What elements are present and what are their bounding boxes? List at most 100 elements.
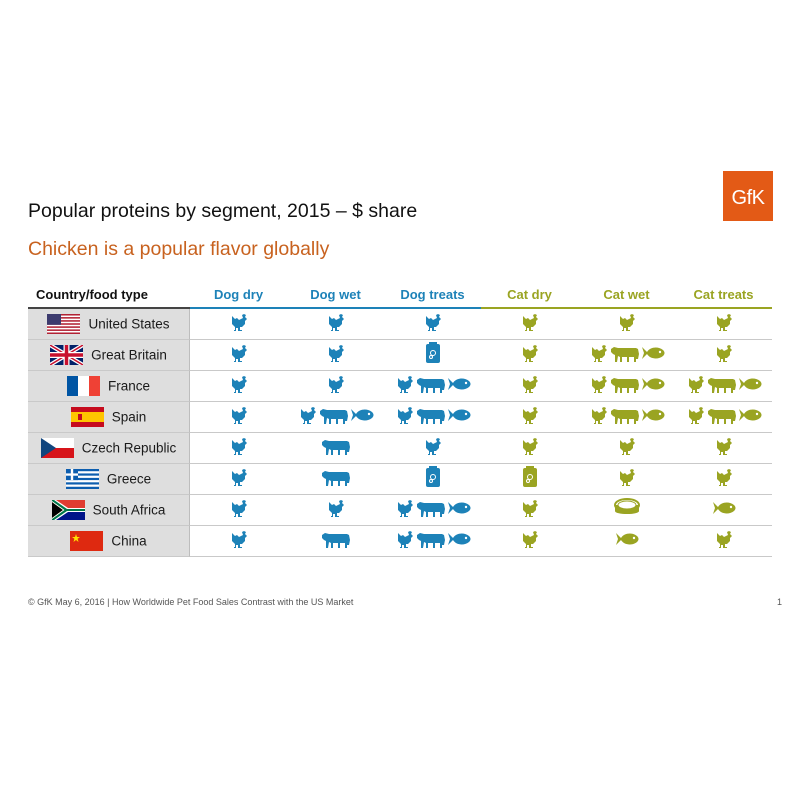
- protein-cell: [578, 495, 675, 526]
- es-flag: [70, 407, 104, 427]
- protein-cell: [481, 526, 578, 557]
- fish-icon: [641, 406, 665, 429]
- chicken-icon: [617, 312, 637, 337]
- chicken-icon: [589, 374, 609, 399]
- chicken-icon: [686, 405, 706, 430]
- chicken-icon: [229, 405, 249, 430]
- protein-cell: [578, 433, 675, 464]
- country-cell: France: [28, 371, 190, 402]
- country-name: China: [111, 533, 147, 549]
- protein-cell: [578, 526, 675, 557]
- chicken-icon: [423, 436, 443, 461]
- table-row: Greece: [28, 464, 772, 495]
- chicken-icon: [520, 343, 540, 368]
- protein-cell: [675, 340, 772, 371]
- chicken-icon: [229, 312, 249, 337]
- protein-cell: [384, 402, 481, 433]
- chicken-icon: [229, 374, 249, 399]
- chicken-icon: [617, 467, 637, 492]
- fish-icon: [447, 375, 471, 398]
- chicken-icon: [520, 436, 540, 461]
- protein-table: Country/food type Dog dry Dog wet Dog tr…: [28, 281, 772, 557]
- chicken-icon: [714, 436, 734, 461]
- cow-icon: [416, 405, 446, 430]
- protein-cell: [481, 464, 578, 495]
- protein-cell: [287, 526, 384, 557]
- protein-cell: [287, 371, 384, 402]
- table-row: South Africa: [28, 495, 772, 526]
- protein-cell: [578, 340, 675, 371]
- protein-cell: [578, 464, 675, 495]
- table-row: Spain: [28, 402, 772, 433]
- protein-cell: [287, 433, 384, 464]
- page-subtitle: Chicken is a popular flavor globally: [28, 238, 330, 260]
- page-title: Popular proteins by segment, 2015 – $ sh…: [28, 200, 418, 222]
- chicken-icon: [520, 529, 540, 554]
- chicken-icon: [326, 498, 346, 523]
- header-cat-treats: Cat treats: [675, 281, 772, 309]
- cow-icon: [321, 467, 351, 492]
- chicken-icon: [714, 312, 734, 337]
- header-dog-treats: Dog treats: [384, 281, 481, 309]
- country-name: Greece: [106, 471, 152, 487]
- chicken-icon: [395, 405, 415, 430]
- cz-flag: [40, 438, 74, 458]
- chicken-icon: [326, 343, 346, 368]
- fish-icon: [447, 406, 471, 429]
- chicken-icon: [589, 405, 609, 430]
- chicken-icon: [326, 374, 346, 399]
- country-cell: South Africa: [28, 495, 190, 526]
- protein-cell: [384, 371, 481, 402]
- protein-cell: [287, 340, 384, 371]
- fish-icon: [738, 375, 762, 398]
- protein-cell: [675, 526, 772, 557]
- fish-icon: [641, 375, 665, 398]
- cow-icon: [610, 343, 640, 368]
- fr-flag: [66, 376, 100, 396]
- protein-cell: [190, 309, 287, 340]
- cow-icon: [321, 529, 351, 554]
- protein-cell: [190, 495, 287, 526]
- cow-icon: [416, 498, 446, 523]
- protein-cell: [384, 309, 481, 340]
- country-cell: Spain: [28, 402, 190, 433]
- protein-cell: [578, 402, 675, 433]
- chicken-icon: [617, 436, 637, 461]
- country-cell: Greece: [28, 464, 190, 495]
- country-name: France: [107, 378, 151, 394]
- cow-icon: [610, 374, 640, 399]
- cow-icon: [610, 405, 640, 430]
- chicken-icon: [229, 529, 249, 554]
- cow-icon: [707, 405, 737, 430]
- chicken-icon: [395, 374, 415, 399]
- chicken-icon: [326, 312, 346, 337]
- protein-cell: [190, 526, 287, 557]
- za-flag: [51, 500, 85, 520]
- fish-icon: [447, 530, 471, 553]
- cow-icon: [321, 436, 351, 461]
- chicken-icon: [229, 436, 249, 461]
- country-name: South Africa: [92, 502, 166, 518]
- protein-cell: [190, 433, 287, 464]
- fish-icon: [712, 499, 736, 522]
- chicken-icon: [520, 498, 540, 523]
- protein-cell: [384, 340, 481, 371]
- table-row: France: [28, 371, 772, 402]
- chicken-icon: [423, 312, 443, 337]
- protein-cell: [384, 464, 481, 495]
- header-cat-dry: Cat dry: [481, 281, 578, 309]
- country-name: Great Britain: [91, 347, 167, 363]
- can-icon: [613, 497, 641, 524]
- bag-icon: [425, 341, 441, 369]
- bag-icon: [522, 465, 538, 493]
- cow-icon: [416, 374, 446, 399]
- protein-cell: [578, 371, 675, 402]
- country-cell: Czech Republic: [28, 433, 190, 464]
- protein-cell: [675, 433, 772, 464]
- protein-cell: [481, 309, 578, 340]
- protein-cell: [287, 464, 384, 495]
- chicken-icon: [229, 343, 249, 368]
- fish-icon: [641, 344, 665, 367]
- fish-icon: [615, 530, 639, 553]
- cn-flag: [70, 531, 104, 551]
